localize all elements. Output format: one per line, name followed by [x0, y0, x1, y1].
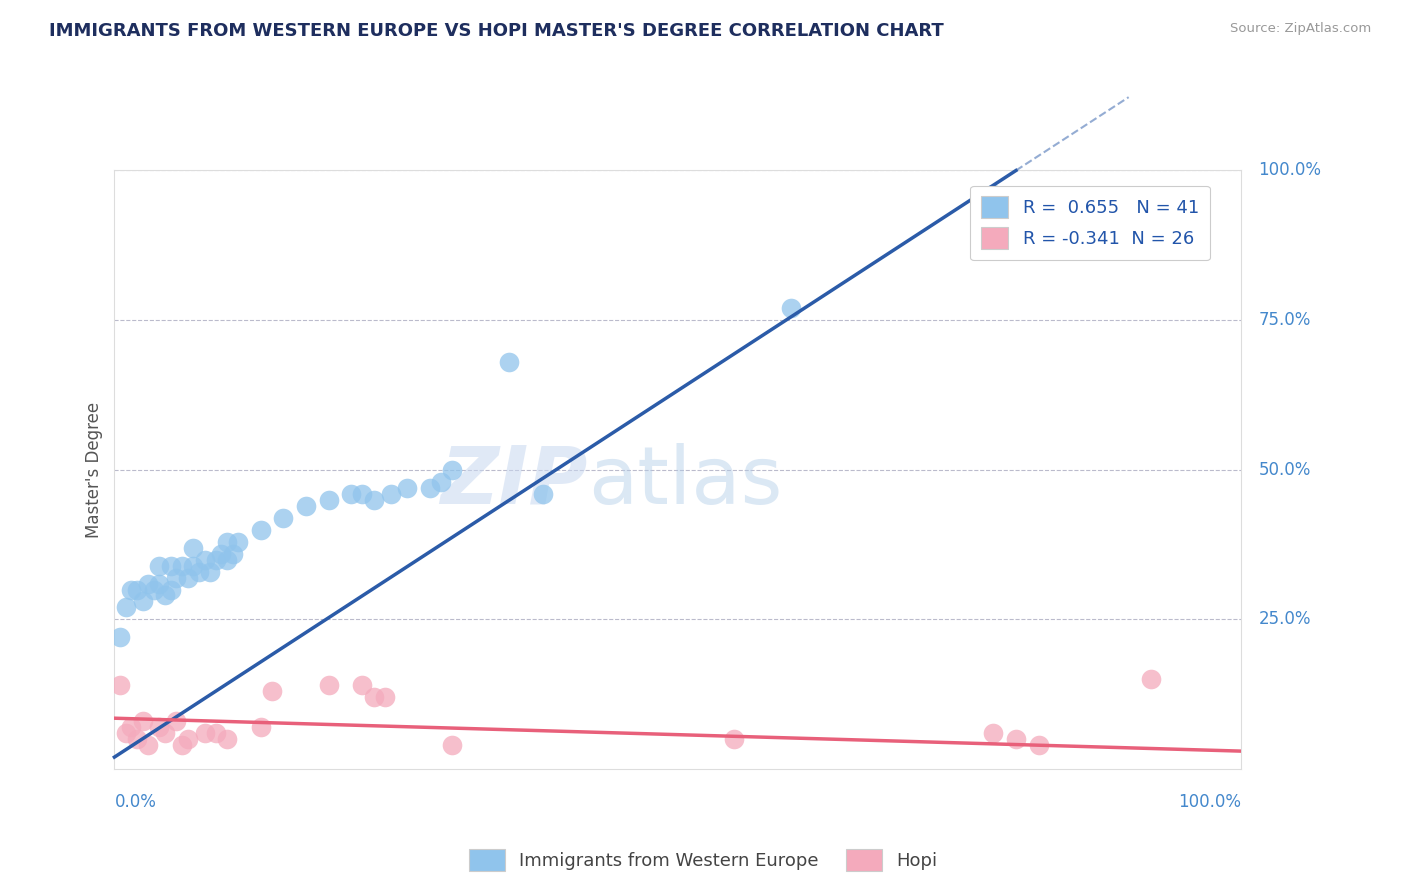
Point: [217, 552, 239, 566]
Point: [148, 576, 170, 591]
Text: ZIP: ZIP: [440, 442, 588, 521]
Point: [108, 678, 131, 692]
Point: [250, 720, 273, 734]
Point: [250, 523, 273, 537]
Text: 75.0%: 75.0%: [1258, 311, 1310, 329]
Point: [779, 301, 801, 315]
Point: [723, 732, 745, 747]
Text: atlas: atlas: [588, 442, 782, 521]
Point: [498, 355, 520, 369]
Point: [136, 576, 159, 591]
Point: [181, 558, 204, 573]
Point: [983, 726, 1005, 740]
Point: [318, 492, 340, 507]
Point: [170, 738, 193, 752]
Point: [211, 547, 233, 561]
Point: [114, 726, 136, 740]
Point: [187, 565, 209, 579]
Point: [419, 481, 441, 495]
Point: [363, 492, 385, 507]
Point: [205, 726, 228, 740]
Point: [273, 510, 295, 524]
Point: [205, 552, 228, 566]
Point: [1005, 732, 1028, 747]
Point: [430, 475, 453, 489]
Text: 100.0%: 100.0%: [1258, 161, 1322, 179]
Point: [159, 582, 181, 597]
Point: [148, 720, 170, 734]
Point: [441, 463, 464, 477]
Point: [441, 738, 464, 752]
Legend: R =  0.655   N = 41, R = -0.341  N = 26: R = 0.655 N = 41, R = -0.341 N = 26: [970, 186, 1209, 260]
Text: 0.0%: 0.0%: [114, 793, 156, 811]
Y-axis label: Master's Degree: Master's Degree: [86, 401, 103, 538]
Point: [363, 690, 385, 705]
Point: [193, 552, 215, 566]
Point: [983, 187, 1005, 202]
Point: [396, 481, 419, 495]
Point: [153, 589, 176, 603]
Text: Source: ZipAtlas.com: Source: ZipAtlas.com: [1230, 22, 1371, 36]
Point: [148, 558, 170, 573]
Point: [380, 487, 402, 501]
Point: [120, 720, 142, 734]
Point: [193, 726, 215, 740]
Point: [108, 631, 131, 645]
Text: 50.0%: 50.0%: [1258, 461, 1310, 479]
Point: [352, 487, 374, 501]
Text: IMMIGRANTS FROM WESTERN EUROPE VS HOPI MASTER'S DEGREE CORRELATION CHART: IMMIGRANTS FROM WESTERN EUROPE VS HOPI M…: [49, 22, 943, 40]
Point: [340, 487, 363, 501]
Point: [374, 690, 396, 705]
Point: [165, 714, 187, 729]
Point: [217, 534, 239, 549]
Point: [136, 738, 159, 752]
Point: [352, 678, 374, 692]
Point: [142, 582, 165, 597]
Text: 25.0%: 25.0%: [1258, 610, 1310, 629]
Point: [131, 714, 153, 729]
Point: [1028, 738, 1050, 752]
Point: [262, 684, 284, 698]
Point: [131, 594, 153, 608]
Point: [181, 541, 204, 555]
Point: [176, 570, 198, 584]
Point: [165, 570, 187, 584]
Point: [114, 600, 136, 615]
Point: [1140, 673, 1163, 687]
Point: [200, 565, 222, 579]
Point: [531, 487, 554, 501]
Point: [159, 558, 181, 573]
Point: [125, 582, 148, 597]
Legend: Immigrants from Western Europe, Hopi: Immigrants from Western Europe, Hopi: [461, 842, 945, 879]
Point: [120, 582, 142, 597]
Text: 100.0%: 100.0%: [1178, 793, 1241, 811]
Point: [228, 534, 250, 549]
Point: [217, 732, 239, 747]
Point: [153, 726, 176, 740]
Point: [295, 499, 318, 513]
Point: [176, 732, 198, 747]
Point: [318, 678, 340, 692]
Point: [170, 558, 193, 573]
Point: [222, 547, 245, 561]
Point: [125, 732, 148, 747]
